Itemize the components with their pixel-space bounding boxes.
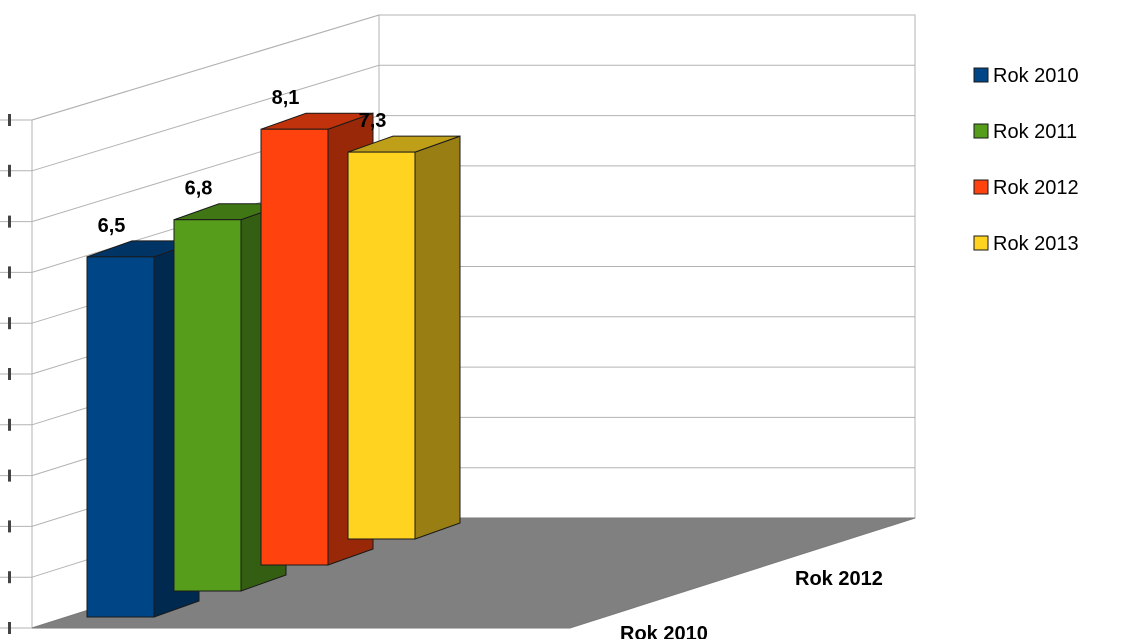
bars [86,112,461,618]
category-label: Rok 2012 [795,568,883,590]
y-tick-label [8,622,11,634]
y-axis-ticks [0,114,32,634]
data-label: 7,3 [359,110,387,132]
y-tick-label [8,266,11,279]
y-tick-label [8,520,11,533]
legend-item: Rok 2010 [973,65,1079,87]
legend-item: Rok 2011 [973,121,1077,143]
y-tick-label [8,418,11,431]
gridline [31,64,915,172]
legend-label: Rok 2013 [993,233,1079,255]
bar-front-face [260,128,329,566]
legend-item: Rok 2012 [973,177,1079,199]
data-labels: 6,5 6,8 8,1 7,3 [98,87,387,237]
y-tick-label [8,114,11,126]
legend-swatch [973,235,989,251]
data-label: 6,5 [98,215,126,237]
legend-label: Rok 2010 [993,65,1079,87]
legend-swatch [973,179,989,195]
data-label: 6,8 [185,178,213,200]
bar-4 [347,135,461,540]
legend-label: Rok 2011 [993,121,1077,143]
gridline [31,14,915,121]
gridline [31,115,915,223]
y-tick-label [8,164,11,177]
y-tick-label [8,571,11,584]
bar-side-face [414,135,461,540]
data-label: 8,1 [272,87,300,109]
y-tick-label [8,317,11,330]
legend: Rok 2010 Rok 2011 Rok 2012 Rok 2013 [973,65,1079,255]
y-tick-label [8,469,11,482]
bar-front-face [173,219,242,592]
bar-front-face [86,256,155,618]
legend-swatch [973,123,989,139]
bar-front-face [347,151,416,540]
y-tick-label [8,215,11,228]
legend-label: Rok 2012 [993,177,1079,199]
legend-item: Rok 2013 [973,233,1079,255]
legend-swatch [973,67,989,83]
category-label: Rok 2010 [620,623,708,639]
y-tick-label [8,368,11,380]
